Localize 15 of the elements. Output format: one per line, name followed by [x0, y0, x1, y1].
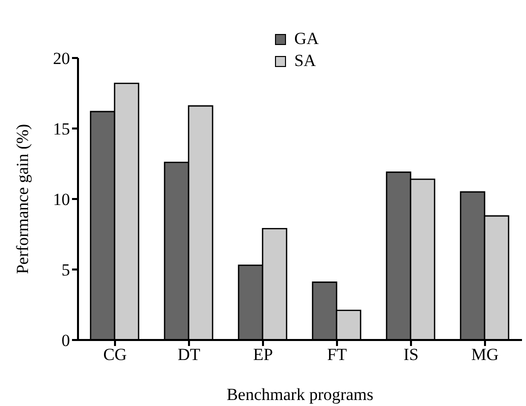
- x-tick-label: CG: [103, 345, 127, 364]
- x-axis-title: Benchmark programs: [226, 385, 374, 404]
- y-tick-label: 10: [53, 190, 70, 210]
- y-tick-label: 20: [53, 49, 70, 68]
- x-tick-label: EP: [253, 345, 273, 364]
- y-tick-label: 5: [62, 260, 70, 280]
- x-tick-label: IS: [403, 345, 419, 364]
- x-tick-label: FT: [327, 345, 348, 364]
- y-axis-title: Performance gain (%): [13, 124, 32, 274]
- y-tick-label: 15: [53, 120, 70, 139]
- legend-label: GA: [294, 28, 319, 50]
- y-tick-label: 0: [62, 331, 70, 350]
- legend-label: SA: [294, 50, 316, 72]
- x-tick-label: DT: [178, 345, 201, 364]
- x-tick-label: MG: [471, 345, 499, 364]
